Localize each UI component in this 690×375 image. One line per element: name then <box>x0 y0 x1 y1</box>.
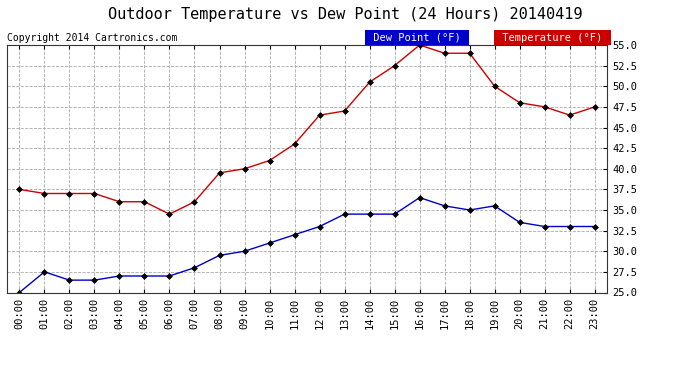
Text: Outdoor Temperature vs Dew Point (24 Hours) 20140419: Outdoor Temperature vs Dew Point (24 Hou… <box>108 8 582 22</box>
Text: Temperature (°F): Temperature (°F) <box>496 33 609 42</box>
Text: Copyright 2014 Cartronics.com: Copyright 2014 Cartronics.com <box>7 33 177 42</box>
Text: Dew Point (°F): Dew Point (°F) <box>367 33 467 42</box>
